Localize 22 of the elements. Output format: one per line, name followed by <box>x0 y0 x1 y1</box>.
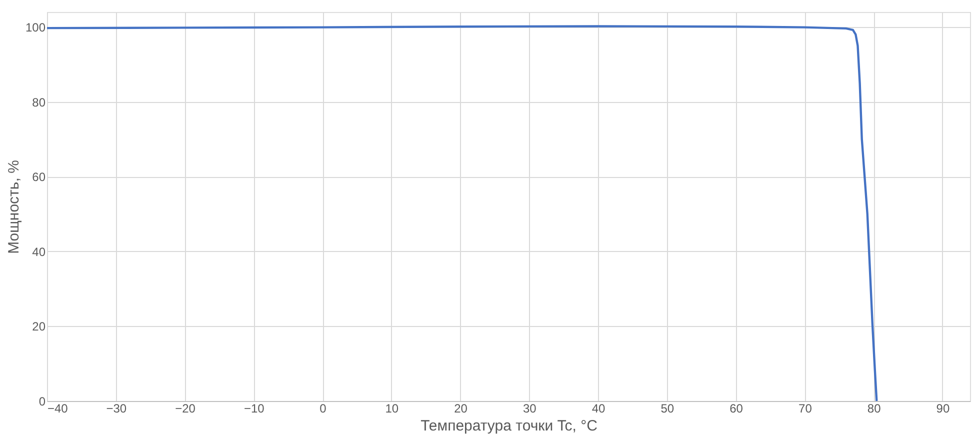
line-series <box>46 25 878 402</box>
y-axis-title: Мощность, % <box>5 160 22 254</box>
x-tick-label: 40 <box>592 402 606 416</box>
x-tick-label: −30 <box>106 402 127 416</box>
y-tick-label: 20 <box>32 320 46 334</box>
x-tick-label: 10 <box>385 402 399 416</box>
x-tick-label: 50 <box>660 402 674 416</box>
x-tick-label: 70 <box>798 402 812 416</box>
x-tick-label: −40 <box>48 402 68 416</box>
x-tick-label: 80 <box>867 402 882 416</box>
y-tick-label: 60 <box>32 170 46 184</box>
x-tick-label: 20 <box>454 402 468 416</box>
y-tick-label: 40 <box>32 244 46 259</box>
x-tick-label: 30 <box>522 402 537 416</box>
y-tick-label: 100 <box>25 20 46 34</box>
x-tick-label: −10 <box>244 402 265 416</box>
x-axis-title: Температура точки Tc, °C <box>420 418 598 434</box>
x-tick-label: 90 <box>936 402 950 416</box>
x-tick-label: 60 <box>730 402 744 416</box>
x-tick-label: −20 <box>175 402 196 416</box>
y-tick-label: 80 <box>32 95 46 110</box>
x-tick-label: 0 <box>320 402 327 416</box>
